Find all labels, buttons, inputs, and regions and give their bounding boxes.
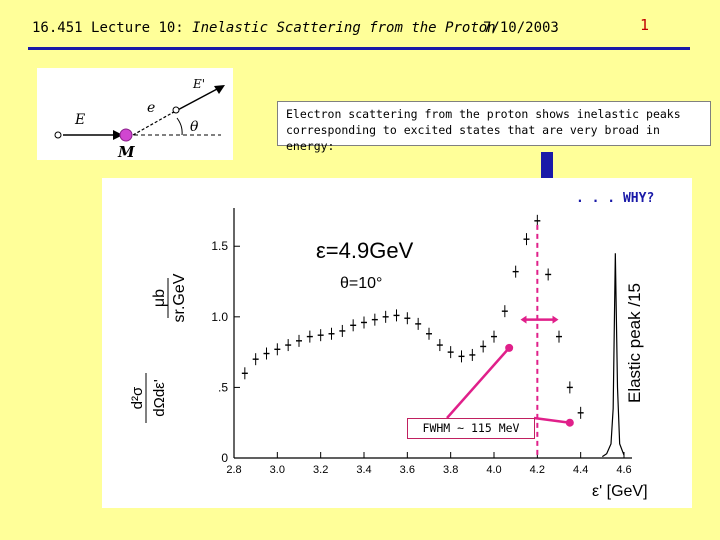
fwhm-label: FWHM ~ 115 MeV — [407, 418, 535, 439]
caption-line-2: corresponding to excited states that are… — [286, 123, 660, 153]
scattering-plot-svg: 2.8 3.0 3.2 3.4 3.6 3.8 4.0 4.2 4.4 4.6 0 .5 1.0 1.5 ε… — [129, 208, 648, 500]
x-tick-label: 4.6 — [616, 464, 631, 476]
x-tick-label: 3.0 — [270, 464, 285, 476]
slide-date: 7/10/2003 — [483, 20, 559, 36]
plot-axes — [233, 208, 632, 459]
header-rule — [28, 47, 690, 50]
incoming-electron-dot — [54, 131, 62, 139]
y-axis-derivative-bottom: dΩdε' — [151, 379, 168, 417]
x-tick-label: 3.6 — [400, 464, 415, 476]
angle-label: θ — [190, 119, 199, 135]
beam-energy-annotation: ε=4.9GeV — [316, 238, 414, 263]
elastic-peak-label: Elastic peak /15 — [625, 283, 644, 403]
fwhm-point-right — [565, 418, 574, 427]
course-number: 16.451 — [32, 20, 83, 36]
fwhm-pointer-left — [446, 347, 511, 419]
scattered-energy-label: E' — [192, 77, 205, 91]
scattering-plot: 2.8 3.0 3.2 3.4 3.6 3.8 4.0 4.2 4.4 4.6 0 .5 1.0 1.5 ε… — [102, 178, 692, 508]
x-tick-label: 2.8 — [226, 464, 241, 476]
angle-arc — [176, 117, 183, 136]
x-tick-label: 3.4 — [356, 464, 371, 476]
page-number: 1 — [640, 16, 650, 34]
x-tick-label: 4.4 — [573, 464, 588, 476]
plot-labels: 2.8 3.0 3.2 3.4 3.6 3.8 4.0 4.2 4.4 4.6 0 .5 1.0 1.5 ε… — [129, 238, 648, 500]
y-tick-label: 1.0 — [211, 310, 228, 324]
y-tick-label: 1.5 — [211, 239, 228, 253]
incoming-arrowhead — [113, 130, 123, 140]
fwhm-pointer-right — [533, 416, 570, 424]
scattered-dashed-line — [132, 112, 173, 136]
fwhm-arrowhead-right — [552, 315, 559, 324]
x-axis-label: ε' [GeV] — [592, 483, 648, 500]
y-axis-unit-bottom: sr.GeV — [171, 273, 188, 322]
y-tick-label: 0 — [221, 451, 228, 465]
x-tick-label: 4.2 — [530, 464, 545, 476]
caption-box: Electron scattering from the proton show… — [277, 101, 711, 153]
scattering-angle-annotation: θ=10° — [340, 275, 382, 292]
lecture-number: Lecture 10: — [91, 20, 184, 36]
kinematics-diagram: E E' e θ M — [37, 68, 233, 161]
fwhm-arrowhead-left — [520, 315, 527, 324]
beam-energy-label: E — [74, 112, 85, 128]
plot-marks — [241, 214, 625, 458]
scattered-electron-dot — [172, 106, 180, 114]
target-mass-label: M — [117, 143, 135, 160]
lecture-topic: Inelastic Scattering from the Proton — [192, 20, 496, 36]
x-tick-label: 4.0 — [486, 464, 501, 476]
x-tick-label: 3.8 — [443, 464, 458, 476]
why-label: . . . WHY? — [576, 191, 655, 206]
y-axis-derivative-top: d²σ — [129, 386, 146, 409]
y-axis-unit-top: μb — [151, 289, 168, 307]
slide-header: 16.451 Lecture 10: Inelastic Scattering … — [32, 20, 496, 36]
scattered-arrowhead — [214, 85, 225, 94]
y-tick-label: .5 — [218, 380, 228, 394]
x-tick-label: 3.2 — [313, 464, 328, 476]
elastic-peak-curve — [602, 253, 625, 458]
electron-label: e — [147, 100, 155, 116]
caption-line-1: Electron scattering from the proton show… — [286, 107, 681, 121]
proton-target — [119, 128, 133, 142]
scattered-line — [171, 87, 220, 114]
